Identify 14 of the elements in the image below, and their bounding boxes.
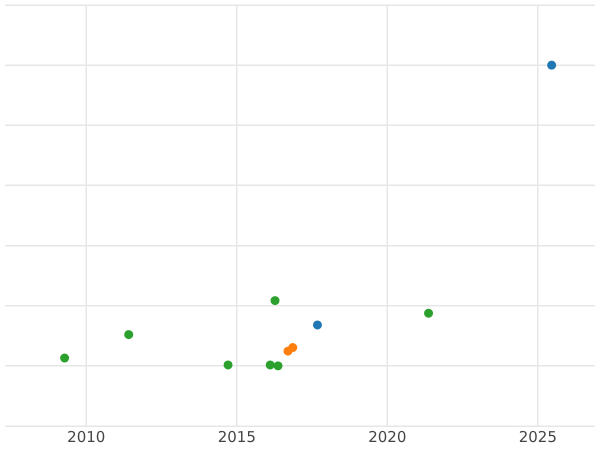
point bbox=[224, 360, 233, 370]
x-tick-label: 2025 bbox=[518, 428, 557, 446]
point bbox=[60, 354, 70, 363]
point bbox=[270, 296, 280, 306]
point bbox=[547, 60, 556, 70]
x-tick-label: 2020 bbox=[368, 428, 406, 446]
point bbox=[424, 308, 434, 318]
x-tick-label: 2010 bbox=[67, 428, 106, 446]
point bbox=[124, 330, 134, 340]
point bbox=[266, 360, 275, 370]
x-tick-label: 2015 bbox=[218, 428, 256, 446]
point bbox=[274, 361, 283, 370]
point bbox=[312, 320, 322, 330]
point bbox=[288, 343, 298, 352]
